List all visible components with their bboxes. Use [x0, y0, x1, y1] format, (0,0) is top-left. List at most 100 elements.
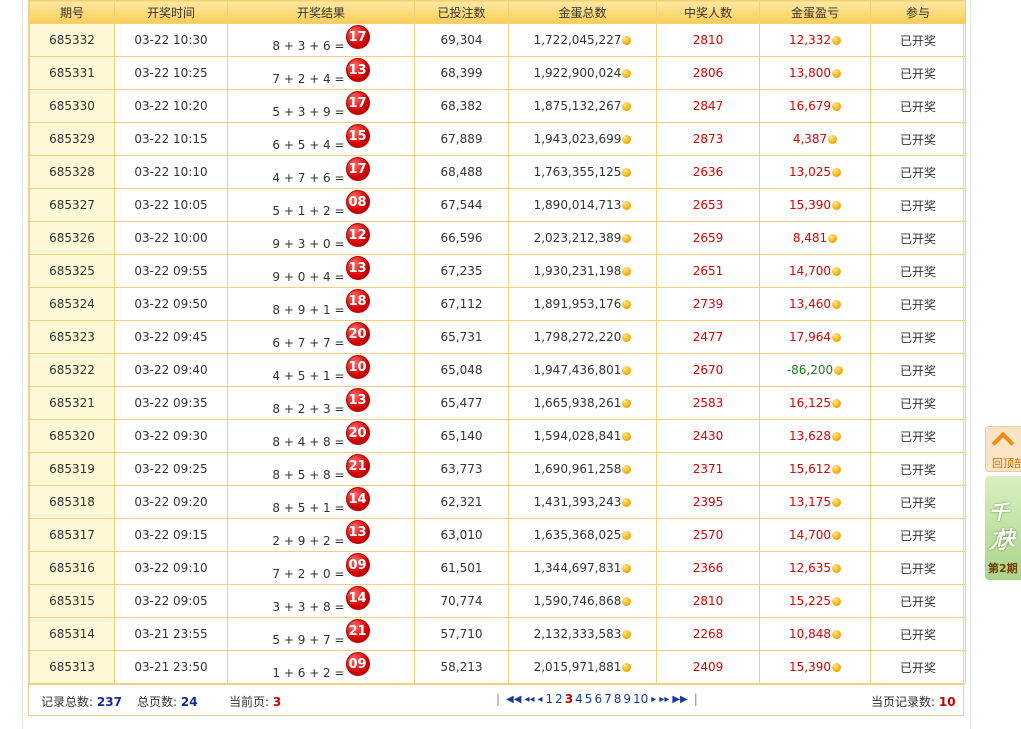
winners-cell: 2477	[656, 320, 760, 354]
issue-cell: 685314	[29, 617, 115, 651]
prev-group-icon[interactable]: ◂◂	[524, 693, 535, 705]
winners-cell: 2659	[656, 221, 760, 255]
page-link-1[interactable]: 1	[545, 692, 554, 706]
status-cell: 已开奖	[870, 518, 966, 552]
result-expression: 9 + 0 + 4 =	[272, 270, 345, 284]
issue-cell: 685327	[29, 188, 115, 222]
page-link-10[interactable]: 10	[633, 692, 649, 706]
eggs-value: 1,930,231,198	[533, 264, 622, 278]
table-row: 685331 03-22 10:25 7 + 2 + 4 = 13 68,399 1,92…	[29, 56, 966, 90]
result-expression: 7 + 2 + 0 =	[272, 567, 345, 581]
winners-cell: 2636	[656, 155, 760, 189]
eggs-value: 1,891,953,176	[533, 297, 622, 311]
result-cell: 5 + 1 + 2 = 08	[227, 188, 415, 222]
winners-cell: 2570	[656, 518, 760, 552]
eggs-value: 1,431,393,243	[533, 495, 622, 509]
result-sum-ball: 10	[345, 355, 370, 379]
eggs-value: 1,947,436,801	[533, 363, 622, 377]
bets-cell: 63,773	[414, 452, 509, 486]
eggs-value: 1,594,028,841	[533, 429, 622, 443]
gold-egg-icon	[832, 498, 841, 507]
result-sum-ball: 15	[345, 124, 370, 148]
result-cell: 4 + 5 + 1 = 10	[227, 353, 415, 387]
result-sum-ball: 13	[345, 58, 370, 82]
eggs-value: 1,943,023,699	[533, 132, 622, 146]
result-expression: 5 + 1 + 2 =	[272, 204, 345, 218]
result-sum-ball: 12	[345, 223, 370, 247]
page-link-4[interactable]: 4	[575, 692, 583, 706]
issue-cell: 685322	[29, 353, 115, 387]
gold-egg-icon	[832, 69, 841, 78]
header-bets: 已投注数	[414, 0, 509, 24]
gold-egg-icon	[828, 234, 838, 243]
gold-egg-icon	[622, 465, 632, 474]
page-link-9[interactable]: 9	[623, 692, 631, 706]
gold-egg-icon	[622, 300, 632, 309]
gold-egg-icon	[622, 168, 632, 177]
profit-value: 12,635	[789, 561, 831, 575]
eggs-value: 1,722,045,227	[533, 33, 622, 47]
page-link-5[interactable]: 5	[584, 692, 593, 706]
gold-egg-icon	[832, 663, 841, 672]
result-cell: 5 + 9 + 7 = 21	[227, 617, 415, 651]
table-row: 685323 03-22 09:45 6 + 7 + 7 = 20 65,731 1,79…	[29, 320, 966, 354]
profit-cell: 12,635	[759, 551, 871, 585]
gold-egg-icon	[622, 630, 632, 639]
table-body: 685332 03-22 10:30 8 + 3 + 6 = 17 69,304 1,72…	[29, 23, 966, 684]
prev-page-icon[interactable]: ◂	[537, 693, 543, 705]
profit-value: 13,175	[789, 495, 831, 509]
issue-cell: 685324	[29, 287, 115, 321]
eggs-value: 1,635,368,025	[533, 528, 622, 542]
page-link-2[interactable]: 2	[555, 692, 563, 706]
first-page-icon[interactable]: ◀◀	[506, 693, 522, 705]
result-expression: 5 + 9 + 7 =	[272, 633, 345, 647]
eggs-value: 2,015,971,881	[533, 660, 622, 674]
next-page-icon[interactable]: ▸	[651, 693, 657, 705]
status-cell: 已开奖	[870, 221, 966, 255]
result-sum-ball: 09	[345, 553, 370, 577]
issue-cell: 685326	[29, 221, 115, 255]
bets-cell: 68,488	[414, 155, 509, 189]
status-cell: 已开奖	[870, 551, 966, 585]
status-cell: 已开奖	[870, 254, 966, 288]
time-cell: 03-22 09:20	[114, 485, 228, 519]
result-sum-ball: 21	[345, 619, 370, 643]
gold-egg-icon	[832, 465, 841, 474]
table-row: 685326 03-22 10:00 9 + 3 + 0 = 12 66,596 2,02…	[29, 221, 966, 255]
next-group-icon[interactable]: ▸▸	[659, 693, 670, 705]
issue-cell: 685331	[29, 56, 115, 90]
eggs-value: 1,763,355,125	[533, 165, 622, 179]
back-to-top-button[interactable]: 回顶部	[985, 426, 1021, 472]
time-cell: 03-22 09:10	[114, 551, 228, 585]
result-cell: 5 + 3 + 9 = 17	[227, 89, 415, 123]
eggs-value: 1,344,697,831	[533, 561, 622, 575]
promo-banner[interactable]: 千万 快 第2期	[985, 476, 1021, 580]
total-pages: 总页数: 24	[137, 693, 198, 710]
time-cell: 03-22 10:10	[114, 155, 228, 189]
bets-cell: 68,399	[414, 56, 509, 90]
page-link-3[interactable]: 3	[564, 692, 574, 706]
last-page-icon[interactable]: ▶▶	[672, 693, 688, 705]
result-expression: 4 + 7 + 6 =	[272, 171, 345, 185]
status-cell: 已开奖	[870, 485, 966, 519]
page-link-8[interactable]: 8	[613, 692, 622, 706]
page-link-6[interactable]: 6	[594, 692, 603, 706]
result-cell: 2 + 9 + 2 = 13	[227, 518, 415, 552]
eggs-cell: 1,922,900,024	[508, 56, 657, 90]
gold-egg-icon	[832, 168, 841, 177]
header-profit: 金蛋盈亏	[759, 0, 871, 24]
promo-text-2: 快	[995, 526, 1015, 550]
eggs-value: 1,875,132,267	[533, 99, 622, 113]
result-expression: 5 + 3 + 9 =	[272, 105, 345, 119]
result-sum-ball: 18	[345, 289, 370, 313]
page-link-7[interactable]: 7	[604, 692, 612, 706]
status-cell: 已开奖	[870, 452, 966, 486]
gold-egg-icon	[622, 663, 632, 672]
time-cell: 03-22 09:45	[114, 320, 228, 354]
result-cell: 1 + 6 + 2 = 09	[227, 650, 415, 684]
gold-egg-icon	[832, 399, 841, 408]
header-issue: 期号	[29, 0, 115, 24]
result-sum-ball: 08	[345, 190, 370, 214]
issue-cell: 685313	[29, 650, 115, 684]
